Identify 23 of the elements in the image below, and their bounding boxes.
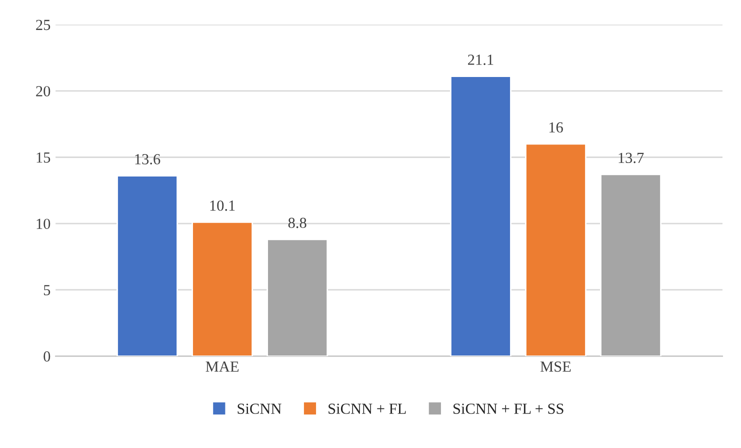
legend-label: SiCNN + FL + SS	[454, 404, 564, 414]
bar	[266, 238, 328, 356]
x-tick-label: MAE	[206, 362, 239, 372]
data-label: 8.8	[288, 218, 306, 228]
bar	[600, 174, 662, 356]
data-label: 16	[549, 122, 563, 133]
y-tick-label: 5	[44, 285, 50, 296]
y-tick-label: 15	[36, 152, 50, 163]
bar	[192, 222, 254, 356]
y-tick-label: 0	[44, 351, 50, 362]
x-tick-label: MSE	[540, 362, 571, 372]
legend-label: SiCNN	[238, 404, 282, 414]
y-tick-label: 10	[36, 218, 50, 230]
bar	[450, 76, 512, 356]
data-label: 13.6	[135, 154, 160, 164]
data-label: 13.7	[618, 152, 644, 164]
y-tick-label: 25	[36, 20, 50, 30]
data-label: 10.1	[210, 200, 235, 211]
bar	[116, 175, 178, 356]
legend-label: SiCNN + FL	[328, 404, 406, 414]
bar	[525, 143, 586, 356]
data-label: 21.1	[468, 54, 494, 65]
y-tick-label: 20	[36, 86, 50, 96]
